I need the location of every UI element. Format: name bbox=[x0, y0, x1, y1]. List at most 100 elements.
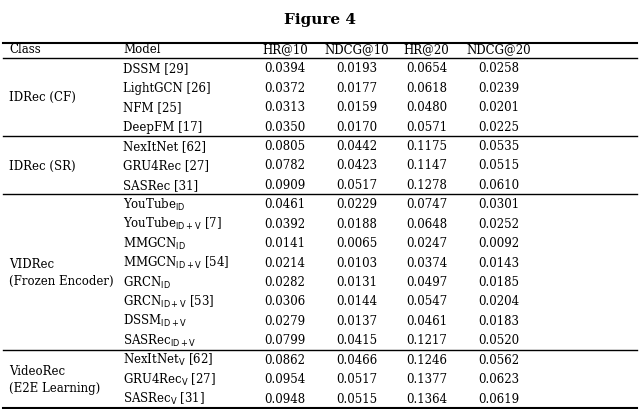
Text: 0.0515: 0.0515 bbox=[336, 392, 378, 405]
Text: LightGCN [26]: LightGCN [26] bbox=[124, 81, 211, 94]
Text: 0.0301: 0.0301 bbox=[478, 198, 520, 211]
Text: 0.0799: 0.0799 bbox=[264, 333, 306, 346]
Text: SASRec$_\mathrm{ID+V}$: SASRec$_\mathrm{ID+V}$ bbox=[124, 332, 197, 348]
Text: YouTube$_\mathrm{ID}$: YouTube$_\mathrm{ID}$ bbox=[124, 196, 186, 212]
Text: NexItNet [62]: NexItNet [62] bbox=[124, 140, 206, 153]
Text: 0.0143: 0.0143 bbox=[478, 256, 520, 269]
Text: 0.0619: 0.0619 bbox=[478, 392, 520, 405]
Text: 0.0137: 0.0137 bbox=[336, 314, 378, 327]
Text: 0.0313: 0.0313 bbox=[264, 101, 306, 114]
Text: 0.0394: 0.0394 bbox=[264, 62, 306, 75]
Text: 0.0247: 0.0247 bbox=[406, 236, 447, 249]
Text: 0.1147: 0.1147 bbox=[406, 159, 447, 172]
Text: IDRec (CF): IDRec (CF) bbox=[9, 91, 76, 104]
Text: 0.0258: 0.0258 bbox=[479, 62, 520, 75]
Text: 0.0159: 0.0159 bbox=[336, 101, 378, 114]
Text: 0.0092: 0.0092 bbox=[478, 236, 520, 249]
Text: HR@10: HR@10 bbox=[262, 43, 308, 56]
Text: 0.0466: 0.0466 bbox=[336, 353, 378, 366]
Text: 0.0618: 0.0618 bbox=[406, 81, 447, 94]
Text: 0.0204: 0.0204 bbox=[478, 295, 520, 308]
Text: 0.0282: 0.0282 bbox=[265, 275, 305, 288]
Text: 0.0461: 0.0461 bbox=[264, 198, 306, 211]
Text: 0.0065: 0.0065 bbox=[336, 236, 378, 249]
Text: 0.0571: 0.0571 bbox=[406, 120, 447, 133]
Text: 0.0374: 0.0374 bbox=[406, 256, 447, 269]
Text: 0.0279: 0.0279 bbox=[264, 314, 306, 327]
Text: 0.0252: 0.0252 bbox=[479, 217, 520, 230]
Text: 0.0497: 0.0497 bbox=[406, 275, 447, 288]
Text: 0.0372: 0.0372 bbox=[264, 81, 306, 94]
Text: 0.0415: 0.0415 bbox=[336, 333, 378, 346]
Text: 0.0225: 0.0225 bbox=[479, 120, 520, 133]
Text: Figure 4: Figure 4 bbox=[284, 13, 356, 27]
Text: 0.1364: 0.1364 bbox=[406, 392, 447, 405]
Text: YouTube$_\mathrm{ID+V}$ [7]: YouTube$_\mathrm{ID+V}$ [7] bbox=[124, 216, 222, 232]
Text: GRU4Rec$_\mathrm{V}$ [27]: GRU4Rec$_\mathrm{V}$ [27] bbox=[124, 371, 216, 387]
Text: 0.0515: 0.0515 bbox=[478, 159, 520, 172]
Text: 0.0782: 0.0782 bbox=[264, 159, 306, 172]
Text: GRCN$_\mathrm{ID}$: GRCN$_\mathrm{ID}$ bbox=[124, 274, 171, 290]
Text: 0.0623: 0.0623 bbox=[478, 372, 520, 385]
Text: 0.0193: 0.0193 bbox=[336, 62, 378, 75]
Text: 0.0805: 0.0805 bbox=[264, 140, 306, 153]
Text: 0.0862: 0.0862 bbox=[264, 353, 306, 366]
Text: 0.0517: 0.0517 bbox=[336, 372, 378, 385]
Text: 0.0144: 0.0144 bbox=[336, 295, 378, 308]
Text: 0.0103: 0.0103 bbox=[336, 256, 378, 269]
Text: VIDRec
(Frozen Encoder): VIDRec (Frozen Encoder) bbox=[9, 257, 114, 287]
Text: GRU4Rec [27]: GRU4Rec [27] bbox=[124, 159, 209, 172]
Text: SASRec [31]: SASRec [31] bbox=[124, 178, 198, 191]
Text: 0.1278: 0.1278 bbox=[406, 178, 447, 191]
Text: 0.0654: 0.0654 bbox=[406, 62, 447, 75]
Text: 0.0562: 0.0562 bbox=[478, 353, 520, 366]
Text: Class: Class bbox=[9, 43, 41, 56]
Text: 0.0185: 0.0185 bbox=[479, 275, 520, 288]
Text: 0.0201: 0.0201 bbox=[479, 101, 520, 114]
Text: 0.0648: 0.0648 bbox=[406, 217, 447, 230]
Text: NDCG@10: NDCG@10 bbox=[324, 43, 389, 56]
Text: 0.0188: 0.0188 bbox=[337, 217, 377, 230]
Text: MMGCN$_\mathrm{ID+V}$ [54]: MMGCN$_\mathrm{ID+V}$ [54] bbox=[124, 254, 230, 270]
Text: 0.0350: 0.0350 bbox=[264, 120, 306, 133]
Text: Model: Model bbox=[124, 43, 161, 56]
Text: 0.0423: 0.0423 bbox=[336, 159, 378, 172]
Text: VideoRec
(E2E Learning): VideoRec (E2E Learning) bbox=[9, 364, 100, 394]
Text: SASRec$_\mathrm{V}$ [31]: SASRec$_\mathrm{V}$ [31] bbox=[124, 390, 205, 406]
Text: 0.0239: 0.0239 bbox=[478, 81, 520, 94]
Text: DeepFM [17]: DeepFM [17] bbox=[124, 120, 203, 133]
Text: 0.0214: 0.0214 bbox=[264, 256, 306, 269]
Text: 0.0610: 0.0610 bbox=[478, 178, 520, 191]
Text: 0.0229: 0.0229 bbox=[336, 198, 378, 211]
Text: 0.0517: 0.0517 bbox=[336, 178, 378, 191]
Text: DSSM [29]: DSSM [29] bbox=[124, 62, 189, 75]
Text: 0.0535: 0.0535 bbox=[478, 140, 520, 153]
Text: 0.0131: 0.0131 bbox=[336, 275, 378, 288]
Text: IDRec (SR): IDRec (SR) bbox=[9, 159, 76, 172]
Text: HR@20: HR@20 bbox=[404, 43, 449, 56]
Text: 0.0547: 0.0547 bbox=[406, 295, 447, 308]
Text: NexItNet$_\mathrm{V}$ [62]: NexItNet$_\mathrm{V}$ [62] bbox=[124, 351, 214, 367]
Text: 0.0954: 0.0954 bbox=[264, 372, 306, 385]
Text: 0.0306: 0.0306 bbox=[264, 295, 306, 308]
Text: MMGCN$_\mathrm{ID}$: MMGCN$_\mathrm{ID}$ bbox=[124, 235, 186, 251]
Text: 0.0747: 0.0747 bbox=[406, 198, 447, 211]
Text: 0.0170: 0.0170 bbox=[336, 120, 378, 133]
Text: 0.0461: 0.0461 bbox=[406, 314, 447, 327]
Text: 0.1217: 0.1217 bbox=[406, 333, 447, 346]
Text: NFM [25]: NFM [25] bbox=[124, 101, 182, 114]
Text: 0.0177: 0.0177 bbox=[336, 81, 378, 94]
Text: GRCN$_\mathrm{ID+V}$ [53]: GRCN$_\mathrm{ID+V}$ [53] bbox=[124, 293, 214, 309]
Text: 0.0520: 0.0520 bbox=[478, 333, 520, 346]
Text: 0.0948: 0.0948 bbox=[264, 392, 306, 405]
Text: 0.0141: 0.0141 bbox=[264, 236, 306, 249]
Text: 0.0183: 0.0183 bbox=[479, 314, 520, 327]
Text: 0.1175: 0.1175 bbox=[406, 140, 447, 153]
Text: DSSM$_\mathrm{ID+V}$: DSSM$_\mathrm{ID+V}$ bbox=[124, 312, 188, 329]
Text: 0.0480: 0.0480 bbox=[406, 101, 447, 114]
Text: 0.1377: 0.1377 bbox=[406, 372, 447, 385]
Text: 0.0392: 0.0392 bbox=[264, 217, 306, 230]
Text: 0.1246: 0.1246 bbox=[406, 353, 447, 366]
Text: 0.0909: 0.0909 bbox=[264, 178, 306, 191]
Text: NDCG@20: NDCG@20 bbox=[467, 43, 531, 56]
